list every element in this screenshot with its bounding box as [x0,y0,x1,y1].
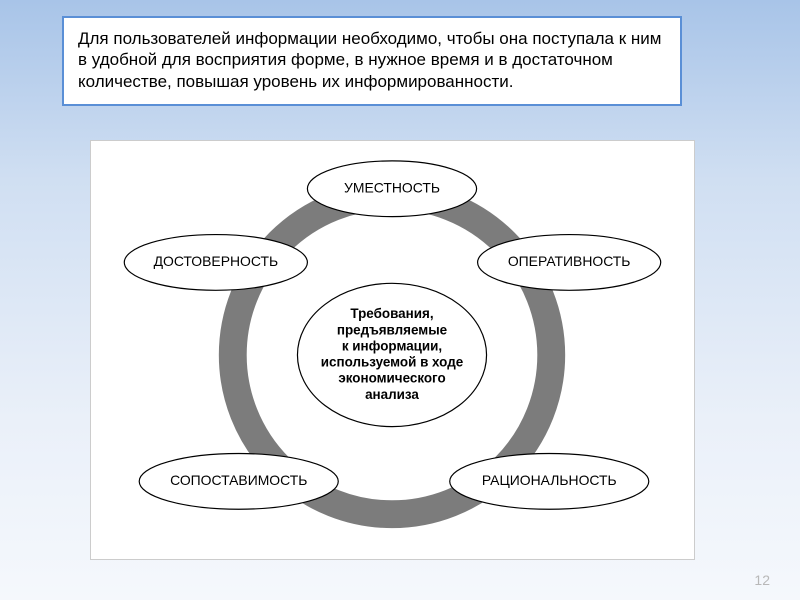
center-label-line: анализа [365,387,419,402]
center-label-line: предъявляемые [337,322,447,337]
center-label-line: используемой в ходе [321,355,463,370]
info-text-box: Для пользователей информации необходимо,… [62,16,682,106]
center-label-line: к информации, [342,338,442,353]
center-label-line: Требования, [350,306,433,321]
center-label-line: экономического [338,371,445,386]
info-text: Для пользователей информации необходимо,… [78,29,661,91]
requirements-diagram: Требования,предъявляемыек информации, исп… [91,141,694,559]
outer-node-label: УМЕСТНОСТЬ [344,179,440,195]
page-number: 12 [754,572,770,588]
outer-node-label: РАЦИОНАЛЬНОСТЬ [482,472,617,488]
outer-node-label: ДОСТОВЕРНОСТЬ [154,253,279,269]
outer-node-label: СОПОСТАВИМОСТЬ [170,472,307,488]
outer-node-label: ОПЕРАТИВНОСТЬ [508,253,631,269]
diagram-container: Требования,предъявляемыек информации, исп… [90,140,695,560]
